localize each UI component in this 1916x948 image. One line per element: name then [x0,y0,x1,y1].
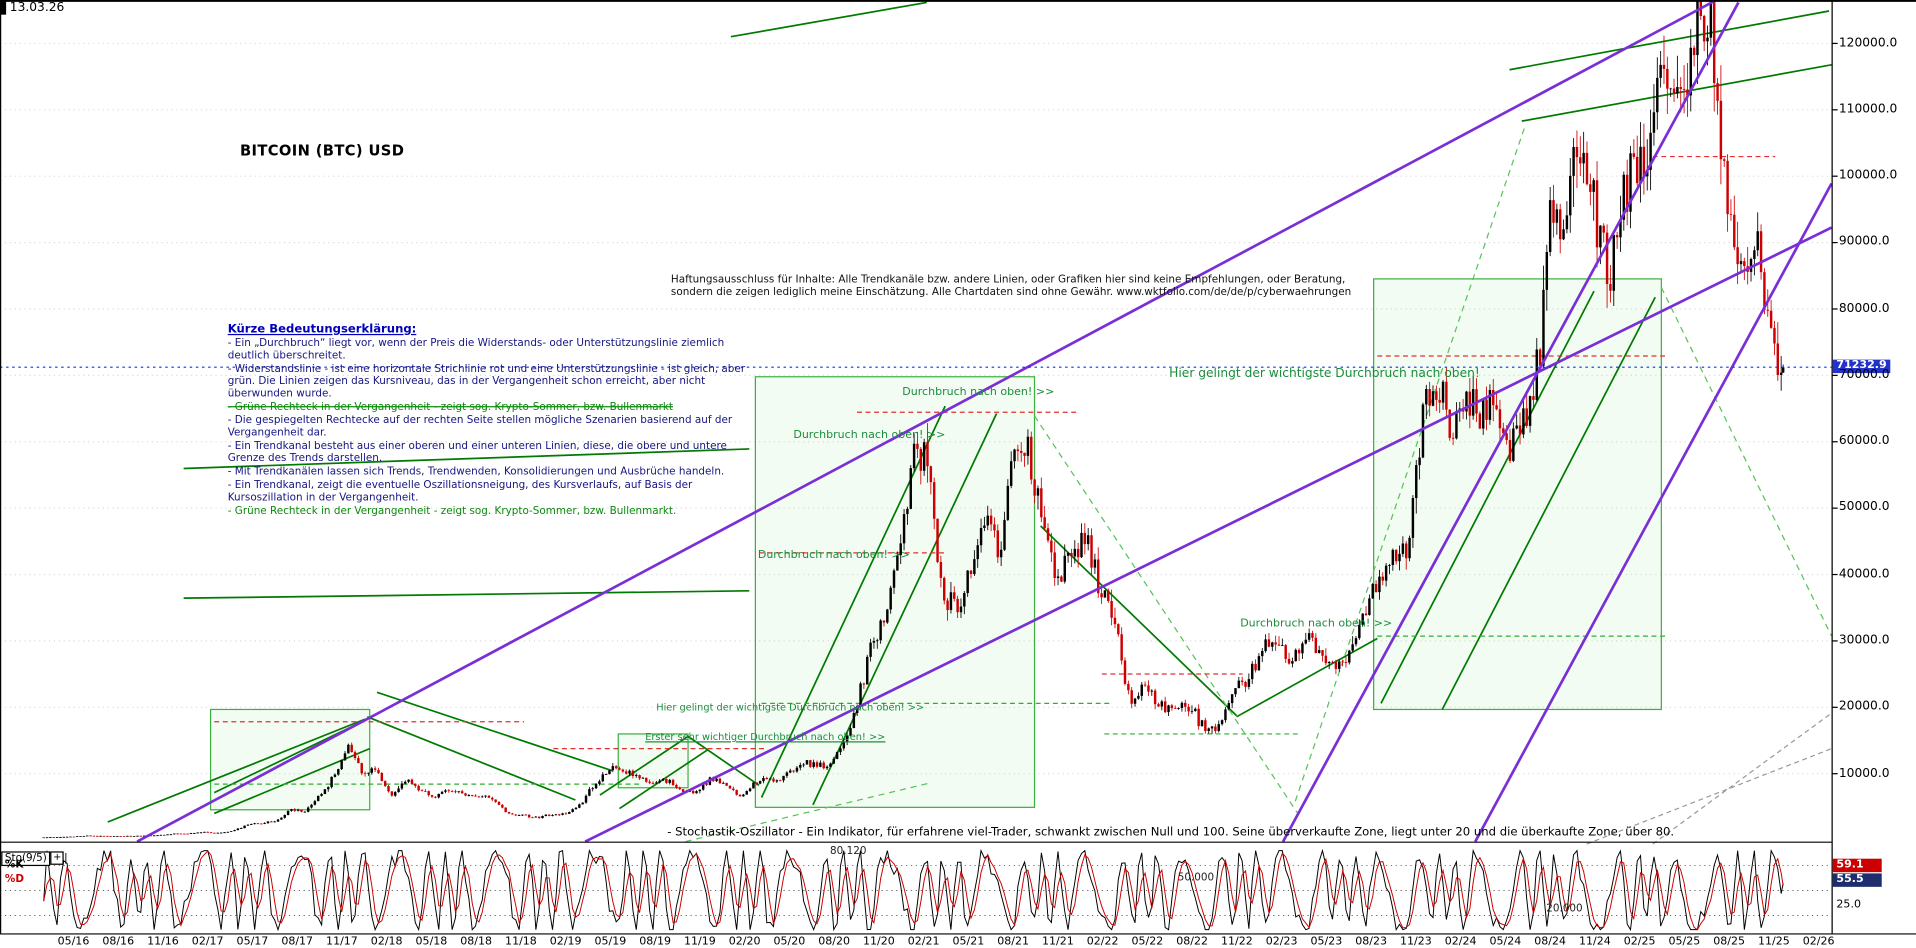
stoch-d-label: %D [4,873,24,886]
date-tick-label: 05/24 [1489,935,1522,948]
date-tick-label: 05/19 [594,935,627,948]
date-tick-label: 11/23 [1400,935,1432,948]
oscillator-level-label: 50.000 [1177,872,1215,885]
indicator-label[interactable]: Sto(9/5) [1,851,51,867]
date-tick-label: 08/24 [1534,935,1566,948]
date-tick-label: 02/21 [907,935,940,948]
legend-lines: - Ein „Durchbruch“ liegt vor, wenn der P… [228,338,752,518]
date-tick-label: 02/25 [1623,935,1656,948]
disclaimer-line1: Haftungsausschluss für Inhalte: Alle Tre… [670,274,1346,287]
date-tick-label: 02/19 [549,935,582,948]
date-tick-label: 11/25 [1757,935,1790,948]
date-tick-label: 11/22 [1221,935,1253,948]
price-tick-label: 20000.0 [1838,699,1890,714]
price-tick-label: 70000.0 [1838,368,1890,382]
date-tick-label: 08/18 [460,935,493,948]
legend-block: Kürze Bedeutungserklärung: - Ein „Durchb… [228,323,752,519]
date-tick-label: 02/23 [1265,935,1298,948]
date-tick-label: 05/22 [1131,935,1164,948]
indicator-box[interactable]: Sto(9/5) + | [1,843,68,867]
date-tick-label: 05/17 [236,935,269,948]
date-tick-label: 02/17 [191,935,224,948]
legend-title: Kürze Bedeutungserklärung: [227,322,417,337]
date-tick-label: 05/18 [415,935,448,948]
breakout-annotation: Durchbruch nach oben! >> [902,386,1055,399]
chart-title: BITCOIN (BTC) USD [239,141,405,160]
date-tick-label: 08/25 [1713,935,1745,948]
date-tick-label: 11/21 [1042,935,1074,948]
oscillator-level-label: 20.000 [1546,902,1583,915]
date-tick-label: 08/17 [281,935,314,948]
price-tick-label: 80000.0 [1838,301,1890,316]
date-tick-label: 08/21 [997,935,1030,948]
legend-line: - Grüne Rechteck in der Vergangenheit - … [227,505,677,518]
date-tick-label: 08/20 [818,935,851,948]
date-tick-label: 11/17 [326,935,358,948]
price-tick-label: 120000.0 [1838,36,1898,50]
legend-line: - Ein Trendkanal, zeigt die eventuelle O… [227,479,693,505]
date-tick-label: 05/25 [1668,935,1701,948]
legend-line: - Ein Trendkanal besteht aus einer obere… [227,440,727,466]
legend-line: - Widerstandslinie - ist eine horizontal… [227,363,746,401]
date-tick-label: 05/23 [1310,935,1343,948]
breakout-annotation: Durchbruch nach oben! >> [793,429,946,442]
breakout-annotation: Hier gelingt der wichtigste Durchbruch n… [1169,366,1480,381]
date-tick-label: 08/23 [1355,935,1387,948]
date-tick-label: 08/22 [1176,935,1209,948]
breakout-annotation: Erster sehr wichtiger Durchbruch nach ob… [645,731,886,743]
disclaimer-block: Haftungsausschluss für Inhalte: Alle Tre… [671,274,1351,299]
breakout-annotation: Durchbruch nach oben! >> [1240,617,1393,630]
stoch-k-value: 59.1 [1832,858,1882,873]
price-tick-label: 30000.0 [1838,633,1890,648]
date-tick-label: 02/18 [370,935,403,948]
legend-line: - Ein „Durchbruch“ liegt vor, wenn der P… [227,337,725,363]
stoch-low-value: 25.0 [1836,899,1861,912]
stoch-d-value: 55.5 [1832,873,1882,887]
price-tick-label: 110000.0 [1838,102,1898,116]
price-tick-label: 50000.0 [1838,500,1890,515]
divider-icon: | [63,852,68,865]
date-tick-label: 05/16 [57,935,90,948]
date-tick-label: 11/18 [505,935,537,948]
chart-date-label: 13.03.26 [9,1,65,15]
date-tick-label: 02/26 [1802,935,1835,948]
date-tick-label: 11/16 [147,935,179,948]
breakout-annotation: Durchbruch nach oben! >> [757,549,910,562]
legend-line: - Grüne Rechteck in der Vergangenheit - … [227,401,673,414]
date-tick-label: 11/20 [863,935,895,948]
date-tick-label: 11/24 [1578,935,1611,948]
price-tick-label: 40000.0 [1838,567,1890,581]
price-tick-label: 100000.0 [1838,168,1898,183]
disclaimer-line2: sondern die zeigen lediglich meine Einsc… [670,286,1352,299]
legend-line: - Mit Trendkanälen lassen sich Trends, T… [227,466,725,479]
add-indicator-icon[interactable]: + [50,851,64,865]
date-tick-label: 11/19 [684,935,716,948]
price-tick-label: 90000.0 [1838,235,1890,249]
date-tick-label: 02/24 [1444,935,1477,948]
date-tick-label: 08/16 [102,935,135,948]
date-tick-label: 05/21 [952,935,985,948]
date-tick-label: 05/20 [773,935,806,948]
stoch-k-label: %K [4,858,24,871]
date-tick-label: 02/22 [1086,935,1119,948]
breakout-annotation: Hier gelingt der wichtigste Durchbruch n… [656,702,925,714]
oscillator-level-label: 80.120 [830,845,867,858]
oscillator-description: - Stochastik-Oszillator - Ein Indikator,… [667,825,1675,840]
price-tick-label: 60000.0 [1838,434,1890,448]
price-tick-label: 10000.0 [1838,766,1890,780]
date-tick-label: 08/19 [639,935,672,948]
current-price-tag: 71232.9 [1832,359,1891,373]
date-tick-label: 02/20 [728,935,761,948]
legend-line: - Die gespiegelten Rechtecke auf der rec… [227,415,733,440]
